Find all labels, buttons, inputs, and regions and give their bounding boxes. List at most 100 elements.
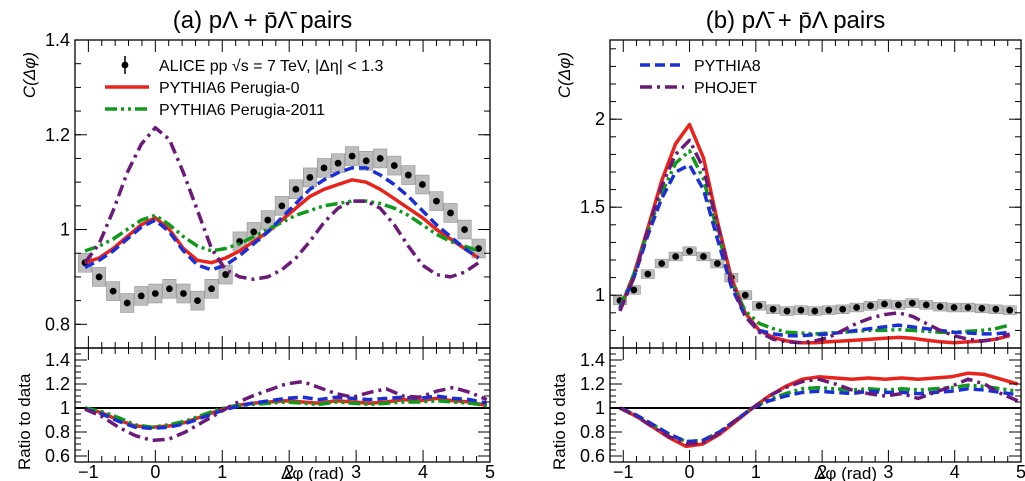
data-point — [390, 162, 398, 169]
data-point — [853, 304, 860, 311]
y-tick-label: 1.2 — [45, 125, 70, 145]
data-point — [123, 299, 131, 307]
y-tick-label: 1.2 — [45, 374, 70, 394]
y-axis-label: C(Δφ) — [555, 52, 574, 98]
data-point — [278, 202, 286, 210]
x-tick-label: 2 — [284, 462, 294, 481]
plot-area — [610, 371, 1021, 449]
data-point — [264, 216, 272, 224]
data-point — [151, 290, 159, 297]
y-tick-label: 0.6 — [580, 446, 605, 466]
data-point — [811, 307, 819, 315]
data-point — [713, 260, 721, 267]
data-point — [376, 155, 384, 162]
series-line-perugia0 — [619, 371, 1019, 449]
y-tick-label: 1.4 — [45, 30, 70, 50]
series-line-pythia8 — [619, 387, 1018, 444]
x-tick-label: 5 — [485, 462, 495, 481]
data-point — [686, 247, 693, 255]
x-tick-label: 1 — [217, 462, 227, 481]
x-tick-label: 0 — [150, 462, 160, 481]
y-tick-label: 1 — [60, 398, 70, 418]
plot-area — [75, 379, 490, 443]
series-line-phojet — [83, 125, 480, 282]
x-tick-label: 4 — [950, 462, 960, 481]
plot-area — [78, 125, 486, 313]
data-point — [222, 271, 230, 278]
y-tick-label: 1.5 — [580, 197, 605, 217]
y-tick-label: 1 — [60, 220, 70, 240]
x-axis-label: Δφ (rad) — [814, 464, 877, 481]
data-point — [922, 301, 930, 309]
y-axis-label: Ratio to data — [15, 373, 34, 470]
data-point — [992, 305, 1000, 313]
x-tick-label: −1 — [78, 462, 99, 481]
y-tick-label: 1.4 — [45, 350, 70, 370]
series-line-perugia2011 — [84, 399, 487, 429]
data-point — [137, 292, 145, 300]
series-line-perugia2011 — [84, 199, 480, 253]
y-tick-label: 0.6 — [45, 446, 70, 466]
data-point — [109, 287, 117, 295]
series-line-phojet — [84, 379, 488, 443]
data-point — [672, 253, 680, 260]
x-tick-label: −1 — [613, 462, 634, 481]
data-point — [825, 306, 833, 314]
data-point — [936, 303, 944, 311]
y-tick-label: 0.8 — [45, 314, 70, 334]
series-line-phojet — [619, 377, 1019, 446]
data-point — [433, 197, 440, 205]
data-point — [950, 304, 958, 311]
legend-label: PYTHIA6 Perugia-0 — [159, 80, 300, 97]
panel-title: (b) pΛ̄ + p̄Λ pairs — [706, 7, 885, 34]
x-axis-label: Δφ (rad) — [281, 464, 344, 481]
data-point — [208, 285, 215, 293]
data-point — [755, 302, 763, 310]
data-point — [797, 306, 805, 314]
data-point — [320, 164, 328, 172]
data-point — [881, 300, 888, 308]
data-point — [348, 152, 356, 160]
data-point — [418, 181, 426, 188]
data-point — [769, 305, 777, 313]
y-tick-label: 1.4 — [580, 350, 605, 370]
data-point — [783, 307, 791, 315]
plot-area — [613, 122, 1017, 345]
axes-frame — [74, 347, 491, 463]
data-point — [839, 305, 847, 313]
data-point — [908, 299, 916, 307]
data-point — [334, 159, 342, 167]
data-point — [644, 270, 652, 278]
data-point — [447, 209, 454, 217]
data-point — [362, 157, 370, 165]
data-point — [964, 304, 972, 311]
data-point — [306, 174, 314, 181]
data-point — [165, 285, 173, 293]
data-point — [95, 273, 103, 281]
series-line-pythia8 — [84, 166, 480, 272]
y-tick-label: 0.8 — [580, 422, 605, 442]
x-tick-label: 2 — [817, 462, 827, 481]
x-tick-label: 3 — [883, 462, 893, 481]
data-point — [700, 253, 707, 260]
x-tick-label: 1 — [751, 462, 761, 481]
data-point — [250, 228, 258, 236]
chart-layer: 0.8 1 1.2 1.4 C(Δφ) (a) pΛ + p̄Λ̄ pairs ALICE … — [15, 7, 1025, 481]
data-point — [461, 226, 468, 233]
panel-title: (a) pΛ + p̄Λ̄ pairs — [173, 7, 352, 34]
data-point — [475, 245, 483, 252]
x-tick-label: 5 — [1016, 462, 1025, 481]
series-line-phojet — [618, 138, 1011, 345]
axes-frame — [609, 347, 1022, 463]
data-point — [630, 286, 638, 294]
data-point — [658, 260, 666, 267]
y-tick-label: 2 — [595, 109, 605, 129]
y-axis-label: C(Δφ) — [20, 52, 39, 98]
data-point — [1006, 306, 1014, 314]
x-tick-label: 4 — [418, 462, 428, 481]
legend-label: PYTHIA8 — [694, 58, 761, 75]
legend-label: PYTHIA6 Perugia-2011 — [159, 102, 325, 119]
data-point — [292, 185, 300, 193]
y-tick-label: 1.2 — [580, 374, 605, 394]
